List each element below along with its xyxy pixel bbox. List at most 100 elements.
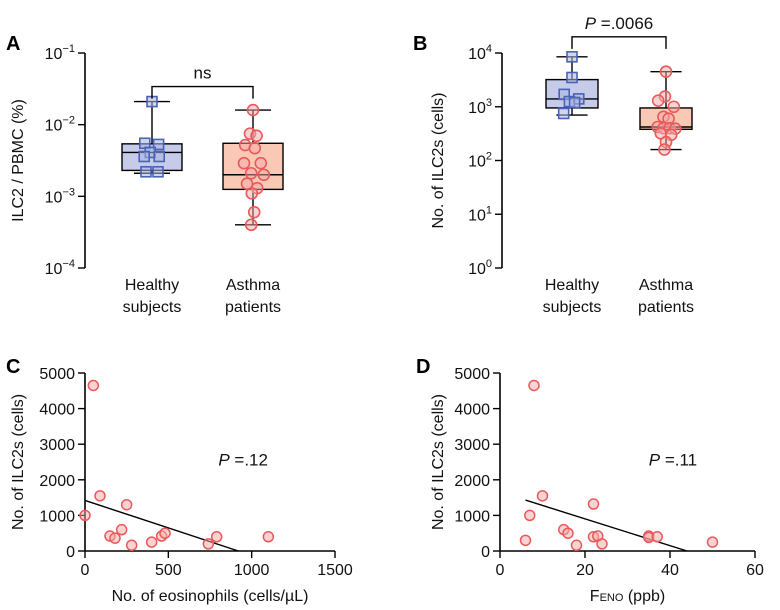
y-tick-label: 0 (66, 544, 75, 561)
regression-line (525, 499, 688, 552)
data-point (237, 156, 251, 170)
y-tick-exponent: 3 (486, 97, 492, 109)
regression-line (84, 499, 239, 552)
data-point (651, 531, 663, 543)
panel-label: D (416, 356, 430, 378)
p-value-annotation: P =.11 (649, 451, 697, 470)
y-tick-label: 5000 (454, 366, 490, 383)
y-tick-label: 104 (468, 43, 492, 63)
x-axis-label: No. of eosinophils (cells/µL) (112, 588, 309, 605)
data-point (587, 498, 600, 510)
category-label-line2: subjects (543, 299, 602, 316)
data-point (566, 71, 578, 84)
data-point (667, 100, 681, 114)
y-tick-label: 5000 (39, 366, 75, 383)
y-tick-label: 4000 (39, 402, 75, 419)
y-tick-label: 3000 (39, 437, 75, 454)
significance-bracket (151, 85, 254, 99)
y-tick-label: 10−1 (45, 43, 75, 63)
data-point (145, 536, 158, 548)
data-point (248, 141, 262, 155)
data-point (152, 138, 165, 151)
y-tick-label: 2000 (39, 473, 75, 490)
data-point (596, 538, 608, 550)
data-point (524, 509, 536, 522)
data-point (557, 107, 570, 120)
p-symbol: P (585, 14, 597, 33)
y-tick-exponent: 0 (486, 258, 492, 270)
y-tick-label: 3000 (454, 437, 490, 454)
y-axis-label: No. of ILC2s (cells) (430, 394, 447, 530)
y-tick-base: 10 (45, 46, 63, 63)
data-point (210, 531, 223, 543)
category-label-line1: Healthy (125, 277, 179, 294)
y-tick-exponent: 4 (486, 43, 492, 55)
data-point (568, 96, 581, 109)
data-point (94, 490, 106, 502)
y-tick-exponent: −2 (62, 115, 75, 127)
data-point (202, 538, 215, 550)
data-point (245, 187, 259, 200)
x-tick-label: 40 (661, 562, 679, 579)
p-symbol: P (218, 451, 230, 470)
data-point (706, 536, 719, 548)
p-value-annotation: P =.12 (218, 451, 268, 470)
data-point (125, 539, 138, 552)
data-point (246, 103, 260, 117)
panel-label: B (413, 33, 427, 55)
y-tick-label: 2000 (454, 473, 490, 490)
data-point (87, 379, 100, 392)
y-tick-base: 10 (468, 46, 486, 63)
x-tick-label: 500 (155, 562, 182, 579)
y-tick-label: 1000 (454, 508, 490, 525)
y-tick-exponent: −1 (62, 43, 75, 55)
data-point (250, 129, 263, 143)
data-point (570, 539, 583, 552)
category-label-line1: Asthma (639, 277, 693, 294)
data-point (240, 177, 254, 191)
x-tick-label: 1500 (317, 562, 353, 579)
data-point (528, 379, 540, 392)
panel-d: D 0 1000 2000 3000 4000 5000 0 20 40 60 No. of ILC2… (416, 356, 764, 605)
y-axis-label: ILC2 / PBMC (%) (10, 99, 27, 222)
x-tick-label: 60 (746, 562, 764, 579)
y-tick-base: 10 (468, 261, 486, 278)
x-tick-label: 1000 (234, 562, 270, 579)
p-value: =.12 (230, 451, 268, 470)
category-label-line2: patients (225, 299, 281, 316)
significance-bracket (571, 36, 667, 49)
x-tick-label: 20 (576, 562, 594, 579)
data-point (658, 143, 671, 156)
data-point (566, 50, 578, 63)
data-point (120, 498, 133, 511)
data-point (244, 166, 258, 180)
y-tick-base: 10 (45, 189, 63, 206)
data-point (152, 165, 164, 178)
y-tick-base: 10 (45, 261, 63, 278)
x-tick-label: 0 (81, 562, 90, 579)
data-point (262, 531, 275, 543)
significance-label: ns (194, 64, 212, 83)
x-axis-label-unit: (ppb) (623, 588, 665, 605)
y-tick-label: 0 (481, 544, 490, 561)
y-axis-label: No. of ILC2s (cells) (10, 394, 27, 530)
x-axis-label: FENO (ppb) (590, 588, 665, 605)
y-tick-exponent: 2 (486, 151, 492, 163)
y-tick-label: 4000 (454, 402, 490, 419)
y-tick-base: 10 (468, 154, 486, 171)
data-point (159, 527, 171, 539)
y-tick-label: 103 (468, 97, 492, 117)
y-tick-base: 10 (468, 100, 486, 117)
data-point (138, 150, 150, 163)
y-tick-label: 10−3 (45, 186, 75, 206)
data-point (115, 523, 128, 536)
y-tick-label: 10−2 (45, 115, 75, 135)
y-tick-base: 10 (468, 207, 486, 224)
x-axis-label-main: F (590, 588, 600, 605)
data-point (659, 65, 673, 78)
significance-label: P =.0066 (585, 14, 654, 33)
data-point (562, 527, 574, 539)
